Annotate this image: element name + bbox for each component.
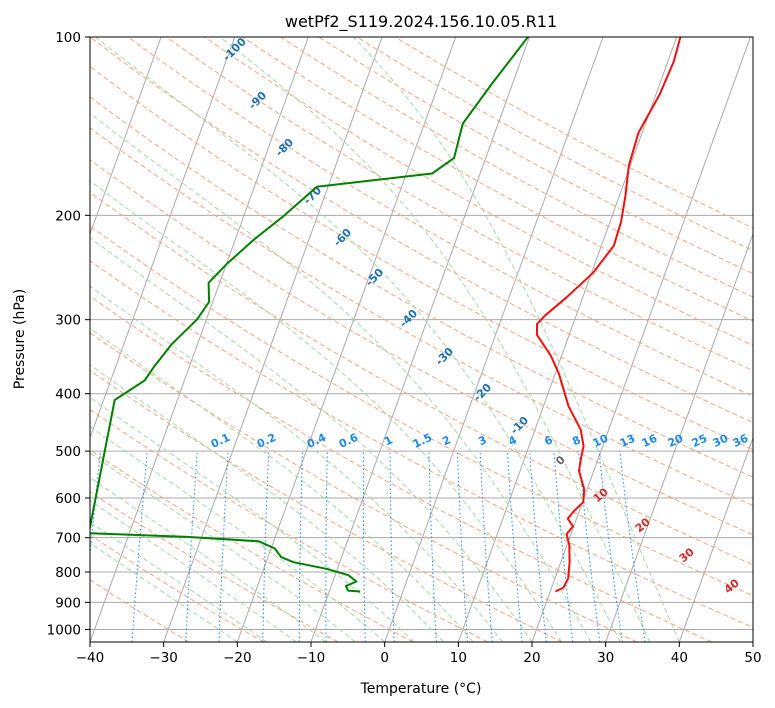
moist-adiabat-line — [90, 396, 415, 642]
x-tick-label: −10 — [297, 650, 326, 666]
y-tick-label: 500 — [55, 444, 81, 460]
x-axis-label: Temperature (°C) — [360, 681, 482, 697]
y-tick-label: 200 — [55, 208, 81, 224]
dry-adiabat-line — [127, 37, 753, 397]
moist-adiabat-line — [90, 452, 356, 642]
y-tick-label: 300 — [55, 313, 81, 329]
moist-adiabat-line — [353, 37, 680, 642]
chart-title: wetPf2_S119.2024.156.10.05.R11 — [285, 12, 557, 32]
moist-adiabat-line — [90, 542, 238, 642]
x-tick-label: 40 — [671, 650, 688, 666]
dry-adiabat-line — [90, 332, 638, 642]
x-tick-label: 10 — [450, 650, 467, 666]
isotherm-line — [384, 37, 604, 642]
moist-adiabat-line — [219, 37, 651, 642]
y-tick-label: 800 — [55, 565, 81, 581]
y-axis-label: Pressure (hPa) — [12, 289, 28, 389]
moist-adiabat-line — [90, 476, 327, 642]
mixing-ratio-label: 16 — [640, 432, 660, 450]
x-tick-label: 30 — [597, 650, 614, 666]
mixing-ratio-label: 30 — [711, 432, 731, 450]
x-tick-label: −30 — [149, 650, 178, 666]
mixing-ratio-line — [578, 451, 601, 642]
x-tick-label: 0 — [380, 650, 389, 666]
moist-adiabat-line — [90, 112, 592, 642]
isotherm-line — [163, 37, 383, 642]
moist-adiabat-line — [90, 237, 533, 642]
x-tick-label: 50 — [744, 650, 761, 666]
x-tick-label: −40 — [76, 650, 105, 666]
dewpoint-profile-line — [90, 37, 529, 593]
dry-adiabat-line — [90, 37, 753, 424]
mixing-ratio-line — [598, 451, 623, 642]
y-tick-label: 100 — [55, 30, 81, 46]
dry-adiabat-line — [90, 369, 563, 642]
isotherm-line — [90, 37, 236, 440]
moist-adiabat-line — [90, 285, 503, 642]
y-tick-label: 900 — [55, 595, 81, 611]
mixing-ratio-label: 25 — [690, 432, 709, 450]
mixing-ratio-line — [507, 451, 523, 642]
isotherm-line — [236, 37, 457, 642]
dry-adiabat-line — [90, 65, 753, 451]
dry-adiabat-line — [90, 225, 753, 597]
mixing-ratio-line — [529, 451, 547, 642]
x-axis: −40 −30 −20 −10 0 10 20 30 40 50 — [76, 642, 762, 666]
mixing-ratio-labels: 0.1 0.2 0.4 0.6 1 1.5 2 3 4 6 8 10 13 16 20 25 30 36 — [209, 431, 751, 451]
mixing-ratio-line — [553, 451, 574, 642]
y-axis: 100 200 300 400 500 600 700 800 900 1000 — [47, 30, 90, 638]
dry-adiabat-line — [90, 534, 264, 642]
dry-adiabat-line — [90, 191, 753, 566]
dry-adiabat-line — [165, 37, 753, 372]
dry-adiabat-line — [90, 408, 488, 642]
y-tick-label: 1000 — [47, 622, 81, 638]
moist-adiabat-line — [90, 327, 474, 642]
isotherm-line — [678, 436, 753, 642]
y-tick-label: 600 — [55, 491, 81, 507]
temperature-profile-line — [535, 37, 682, 593]
plot-frame — [89, 36, 754, 643]
mixing-ratio-line — [619, 451, 646, 642]
mixing-ratio-label: 13 — [618, 432, 637, 450]
x-tick-label: −20 — [223, 650, 252, 666]
isotherm-line — [605, 232, 753, 642]
moist-adiabat-line — [90, 521, 268, 642]
mixing-ratio-line — [131, 451, 148, 642]
mixing-ratio-label: 36 — [731, 432, 751, 450]
moist-adiabat-line — [90, 499, 297, 642]
y-tick-label: 400 — [55, 387, 81, 403]
dry-adiabat-line — [90, 127, 753, 507]
dry-adiabat-line — [90, 295, 712, 642]
mixing-ratio-label: 10 — [591, 432, 611, 450]
x-tick-label: 20 — [523, 650, 540, 666]
y-tick-label: 700 — [55, 531, 81, 547]
isotherm-line — [90, 37, 309, 642]
moist-adiabat-line — [90, 425, 386, 642]
dry-adiabat-line — [90, 260, 753, 629]
profile-series — [90, 37, 682, 593]
isotherm-line — [90, 37, 162, 236]
mixing-ratio-label: 20 — [666, 432, 686, 450]
moist-adiabat-line — [90, 180, 562, 642]
dry-adiabat-line — [90, 159, 753, 536]
